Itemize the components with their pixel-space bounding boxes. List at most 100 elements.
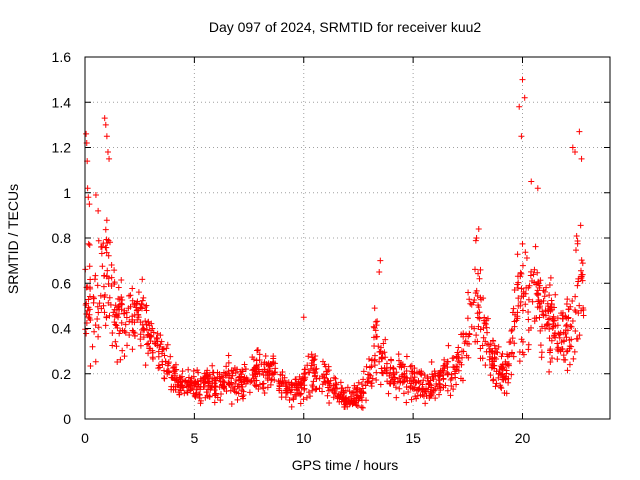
data-point <box>508 327 515 334</box>
data-point <box>343 394 350 401</box>
data-point <box>391 371 398 378</box>
data-point <box>540 287 547 294</box>
data-point <box>422 400 429 407</box>
data-point <box>529 298 536 305</box>
data-point <box>509 335 516 342</box>
data-point <box>109 329 116 336</box>
data-point <box>495 374 502 381</box>
data-point <box>578 155 585 162</box>
data-point <box>403 383 410 390</box>
data-point <box>397 361 404 368</box>
data-point <box>415 378 422 385</box>
chart-title: Day 097 of 2024, SRMTID for receiver kuu… <box>209 19 482 35</box>
data-point <box>480 324 487 331</box>
data-point <box>267 381 274 388</box>
data-point <box>404 377 411 384</box>
data-point <box>566 343 573 350</box>
data-point <box>519 307 526 314</box>
data-point <box>287 387 294 394</box>
data-point <box>486 356 493 363</box>
data-point <box>458 348 465 355</box>
data-point <box>104 149 111 156</box>
data-point <box>535 278 542 285</box>
data-point <box>519 349 526 356</box>
data-point <box>212 383 219 390</box>
data-point <box>255 368 262 375</box>
data-point <box>445 371 452 378</box>
data-point <box>351 382 358 389</box>
data-point <box>90 299 97 306</box>
data-point <box>367 380 374 387</box>
data-point <box>577 222 584 229</box>
data-point <box>480 334 487 341</box>
data-point <box>560 352 567 359</box>
data-point <box>157 332 164 339</box>
data-point <box>266 367 273 374</box>
data-point <box>145 350 152 357</box>
data-point <box>526 282 533 289</box>
data-point <box>509 326 516 333</box>
data-point <box>102 292 109 299</box>
data-point <box>106 155 113 162</box>
data-point <box>291 391 298 398</box>
data-point <box>211 391 218 398</box>
data-point <box>177 387 184 394</box>
data-point <box>569 317 576 324</box>
data-point <box>207 386 214 393</box>
data-point <box>97 292 104 299</box>
data-point <box>493 368 500 375</box>
data-point <box>312 372 319 379</box>
data-point <box>221 385 228 392</box>
data-point <box>86 293 93 300</box>
data-point <box>549 325 556 332</box>
data-point <box>527 272 534 279</box>
data-point <box>102 322 109 329</box>
data-point <box>569 144 576 151</box>
data-point <box>428 382 435 389</box>
data-point <box>353 395 360 402</box>
data-point <box>282 379 289 386</box>
data-point <box>471 325 478 332</box>
data-point <box>460 330 467 337</box>
data-point <box>161 352 168 359</box>
data-point <box>217 397 224 404</box>
data-point <box>105 299 112 306</box>
data-point <box>355 379 362 386</box>
data-point <box>459 354 466 361</box>
data-point <box>440 375 447 382</box>
data-point <box>209 362 216 369</box>
data-point <box>459 377 466 384</box>
data-point <box>368 356 375 363</box>
data-point <box>511 323 518 330</box>
data-point <box>165 367 172 374</box>
data-point <box>455 358 462 365</box>
data-point <box>95 333 102 340</box>
data-point <box>92 358 99 365</box>
data-point <box>87 363 94 370</box>
data-point <box>488 348 495 355</box>
y-tick-label: 0.2 <box>52 366 72 382</box>
data-point <box>305 353 312 360</box>
data-point <box>427 392 434 399</box>
data-point <box>563 348 570 355</box>
data-point <box>389 376 396 383</box>
data-point <box>360 368 367 375</box>
data-point <box>445 342 452 349</box>
data-point <box>535 298 542 305</box>
data-point <box>155 353 162 360</box>
data-point <box>395 357 402 364</box>
data-point <box>116 301 123 308</box>
data-point <box>277 371 284 378</box>
data-point <box>212 390 219 397</box>
data-point <box>578 257 585 264</box>
data-point <box>181 378 188 385</box>
data-point <box>103 217 110 224</box>
data-point <box>253 377 260 384</box>
data-point <box>432 395 439 402</box>
data-point <box>313 375 320 382</box>
data-point <box>114 358 121 365</box>
data-point <box>576 332 583 339</box>
data-point <box>99 263 106 270</box>
data-point <box>440 367 447 374</box>
